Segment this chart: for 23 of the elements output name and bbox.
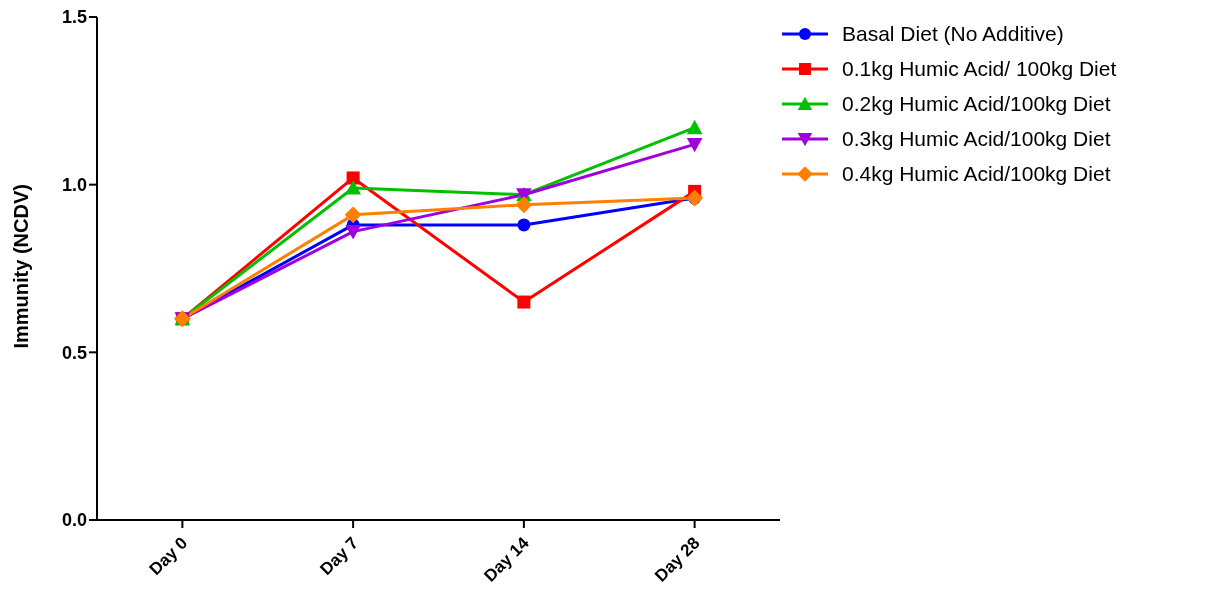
point — [345, 225, 361, 240]
x-tick-label: Day 0 — [145, 533, 192, 579]
legend-label: 0.3kg Humic Acid/100kg Diet — [842, 126, 1111, 151]
point — [346, 171, 360, 185]
point — [686, 137, 703, 153]
y-tick-label: 0.5 — [61, 342, 87, 363]
point — [517, 295, 531, 309]
x-tick-label: Day 28 — [651, 533, 704, 586]
legend-label: 0.1kg Humic Acid/ 100kg Diet — [842, 56, 1117, 81]
y-tick-label: 0.0 — [61, 510, 87, 531]
y-tick-label: 1.5 — [61, 7, 87, 28]
legend-label: Basal Diet (No Additive) — [842, 21, 1064, 46]
point — [345, 180, 361, 195]
point — [517, 218, 531, 232]
y-axis-title: Immunity (NCDV) — [10, 184, 33, 349]
legend-label: 0.2kg Humic Acid/100kg Diet — [842, 91, 1111, 116]
point — [515, 196, 533, 214]
x-tick-label: Day 7 — [316, 533, 362, 579]
point — [344, 206, 362, 224]
x-tick-label: Day 14 — [480, 533, 534, 586]
point — [686, 119, 703, 135]
y-tick-label: 1.0 — [61, 175, 87, 196]
legend-label: 0.4kg Humic Acid/100kg Diet — [842, 161, 1111, 186]
